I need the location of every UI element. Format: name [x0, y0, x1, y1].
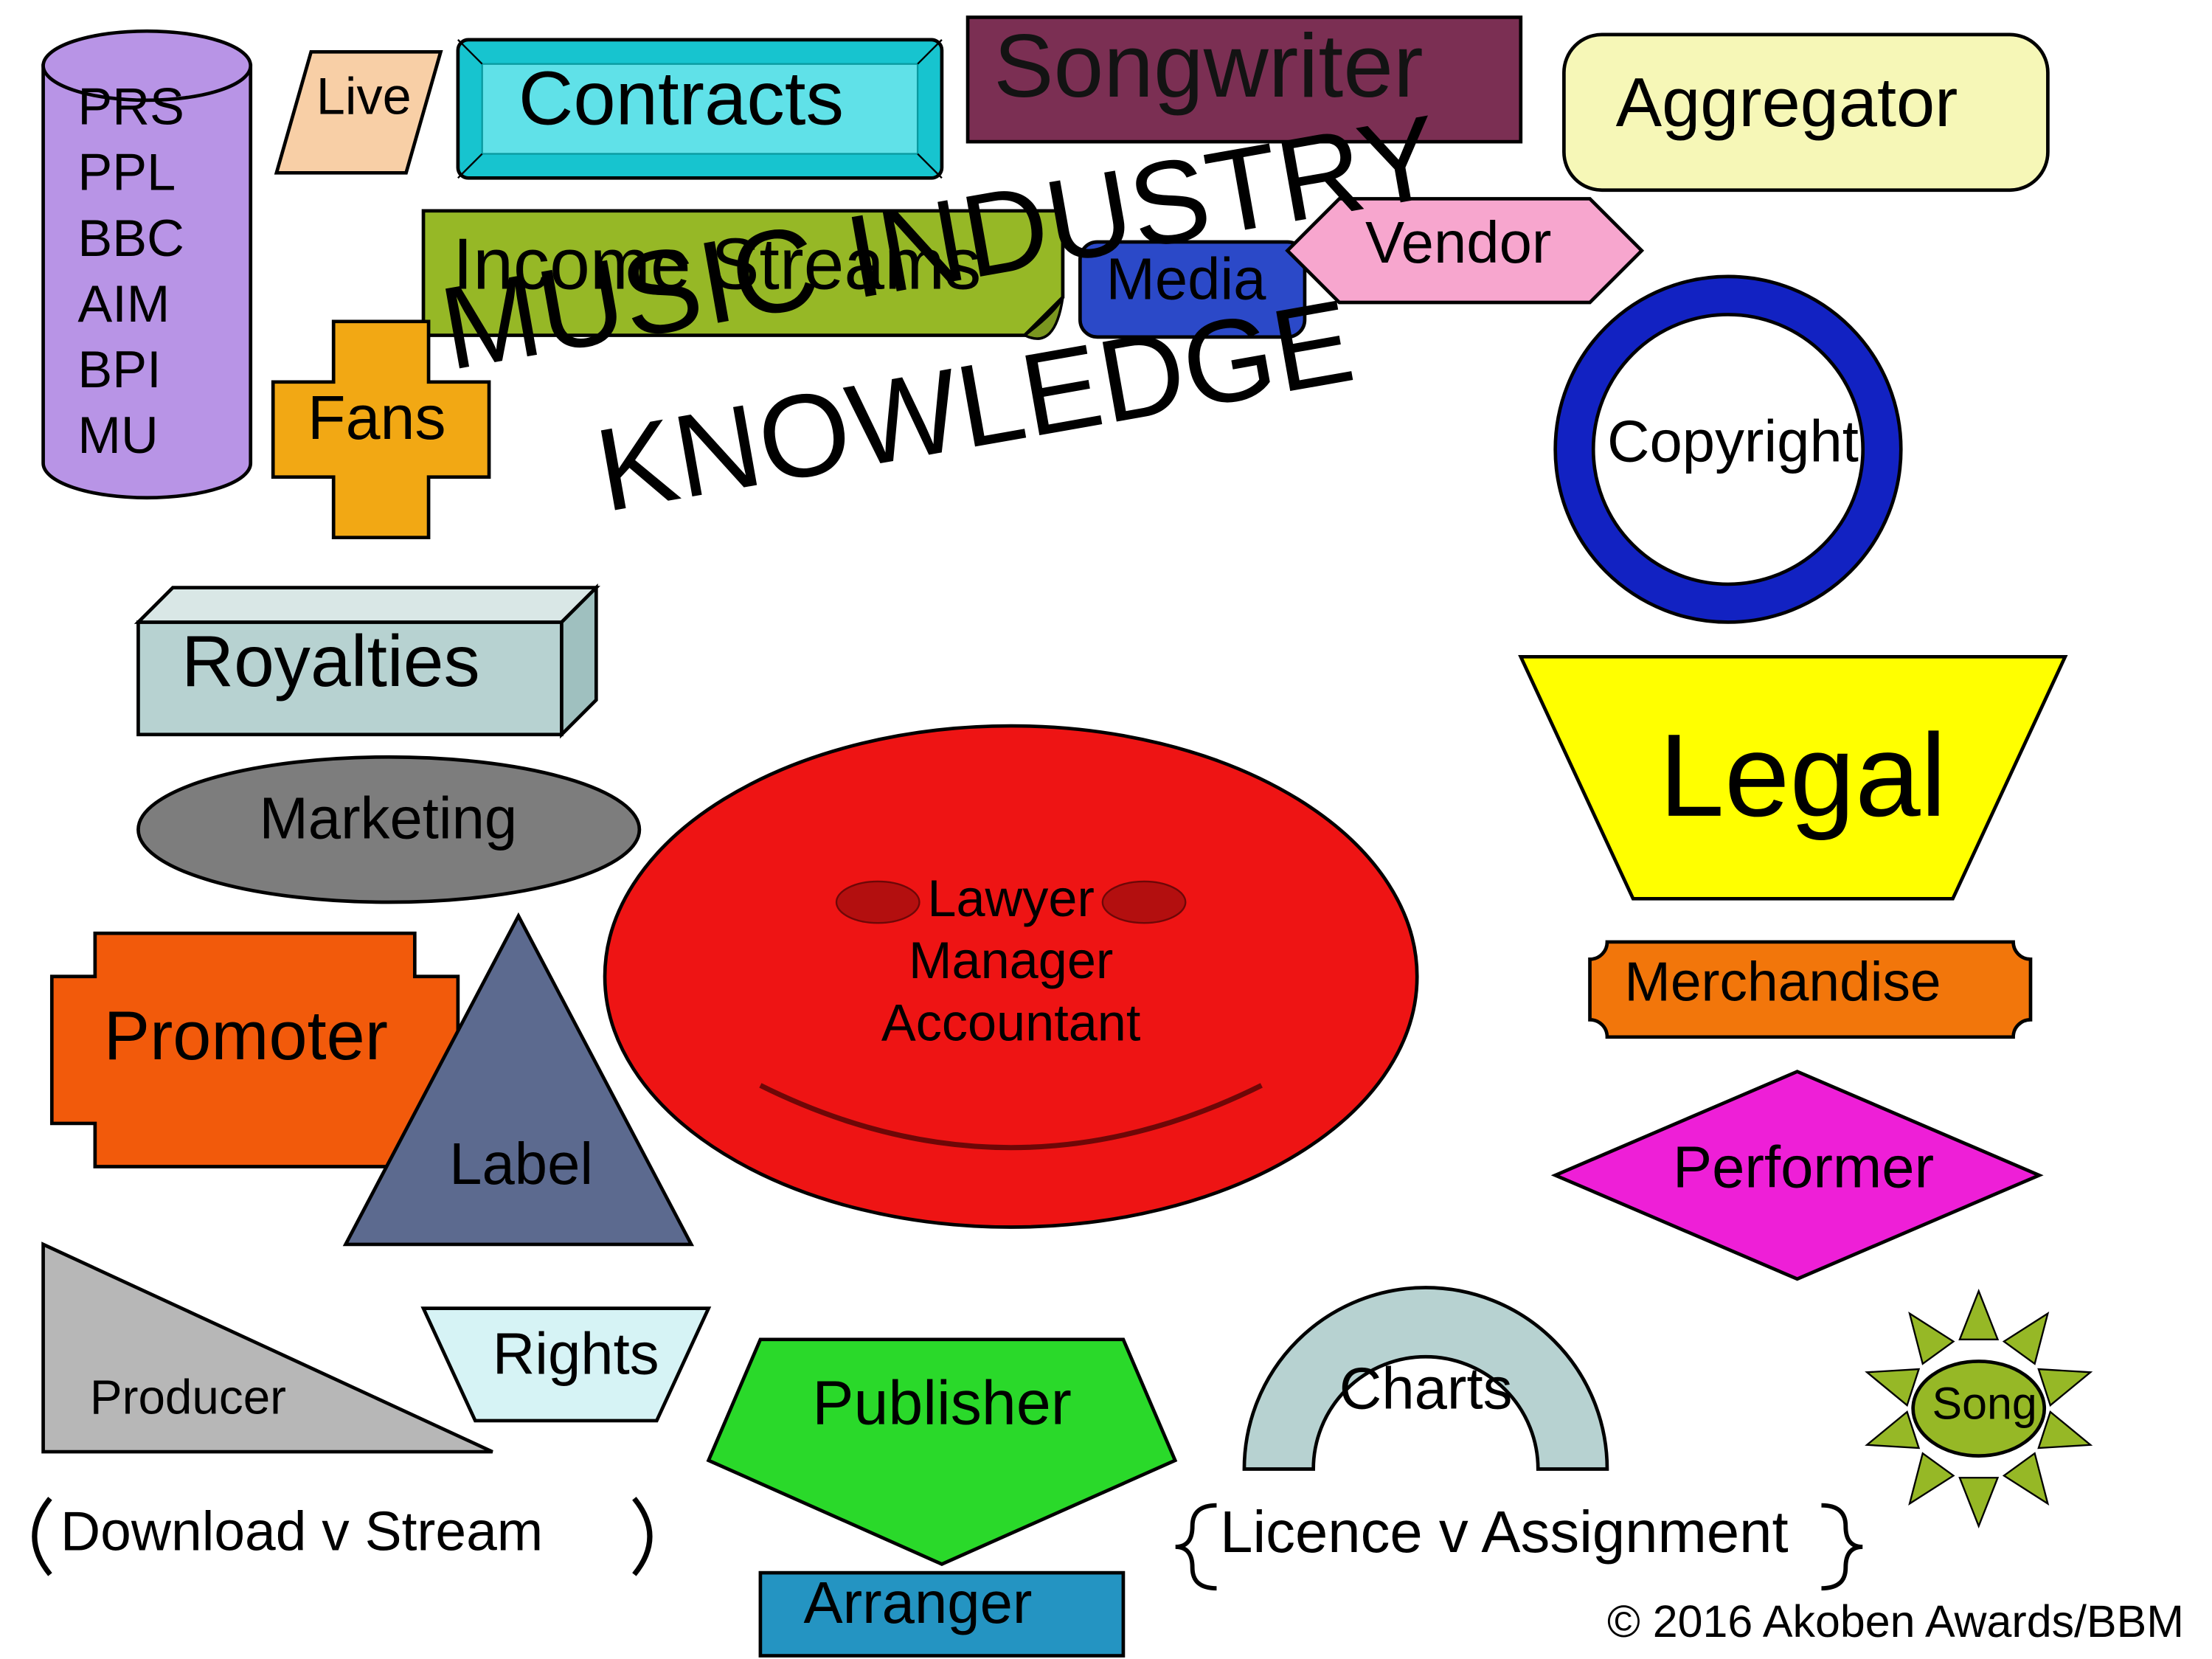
licence-label: Licence v Assignment	[1220, 1502, 1788, 1567]
song-ray	[1910, 1314, 1953, 1364]
legal-label: Legal	[1659, 712, 1946, 841]
copyright-label: Copyright	[1607, 412, 1859, 477]
song-ray	[2004, 1314, 2048, 1364]
charts-label: Charts	[1339, 1359, 1513, 1424]
label-tri-label: Label	[449, 1134, 593, 1199]
cylinder-line: MU	[77, 406, 158, 464]
song-ray	[1867, 1412, 1918, 1448]
arranger-label: Arranger	[803, 1573, 1032, 1638]
vendor-label: Vendor	[1365, 212, 1551, 277]
publisher-label: Publisher	[812, 1369, 1072, 1438]
download-paren-right	[634, 1498, 650, 1574]
royalties-label: Royalties	[181, 622, 480, 702]
cylinder-line: BBC	[77, 209, 184, 267]
performer-label: Performer	[1673, 1137, 1934, 1202]
team-eye-right	[1103, 882, 1185, 923]
licence-brace-right	[1821, 1506, 1862, 1588]
rights-label: Rights	[493, 1324, 659, 1389]
media-label: Media	[1106, 249, 1266, 314]
live-label: Live	[316, 69, 412, 126]
team-line: Manager	[909, 931, 1113, 989]
download-paren-left	[35, 1498, 50, 1574]
producer-label: Producer	[90, 1372, 286, 1425]
team-eye-left	[836, 882, 919, 923]
cylinder-line: AIM	[77, 274, 170, 333]
song-ray	[1960, 1291, 1998, 1340]
cylinder-line: BPI	[77, 340, 161, 398]
marketing-label: Marketing	[259, 788, 517, 853]
songwriter-label: Songwriter	[994, 19, 1423, 118]
song-ray	[2039, 1369, 2090, 1405]
song-ray	[1960, 1478, 1998, 1526]
team-line: Accountant	[881, 993, 1141, 1051]
royalties-top	[138, 588, 596, 623]
song-ray	[1910, 1453, 1953, 1503]
merchandise-label: Merchandise	[1624, 952, 1941, 1013]
licence-brace-left	[1176, 1506, 1217, 1588]
footer-label: © 2016 Akoben Awards/BBM	[1607, 1597, 2184, 1646]
aggregator-label: Aggregator	[1616, 66, 1958, 142]
song-ray	[2039, 1412, 2090, 1448]
song-ray	[2004, 1453, 2048, 1503]
song-ray	[1867, 1369, 1918, 1405]
cylinder-line: PRS	[77, 77, 184, 136]
song-label: Song	[1932, 1379, 2036, 1429]
fans-label: Fans	[308, 384, 446, 452]
team-line: Lawyer	[927, 869, 1095, 927]
promoter-label: Promoter	[104, 999, 388, 1075]
income-streams-label: Income Streams	[453, 225, 981, 305]
download-label: Download v Stream	[60, 1502, 543, 1562]
contracts-label: Contracts	[519, 59, 844, 142]
cylinder-line: PPL	[77, 143, 176, 201]
